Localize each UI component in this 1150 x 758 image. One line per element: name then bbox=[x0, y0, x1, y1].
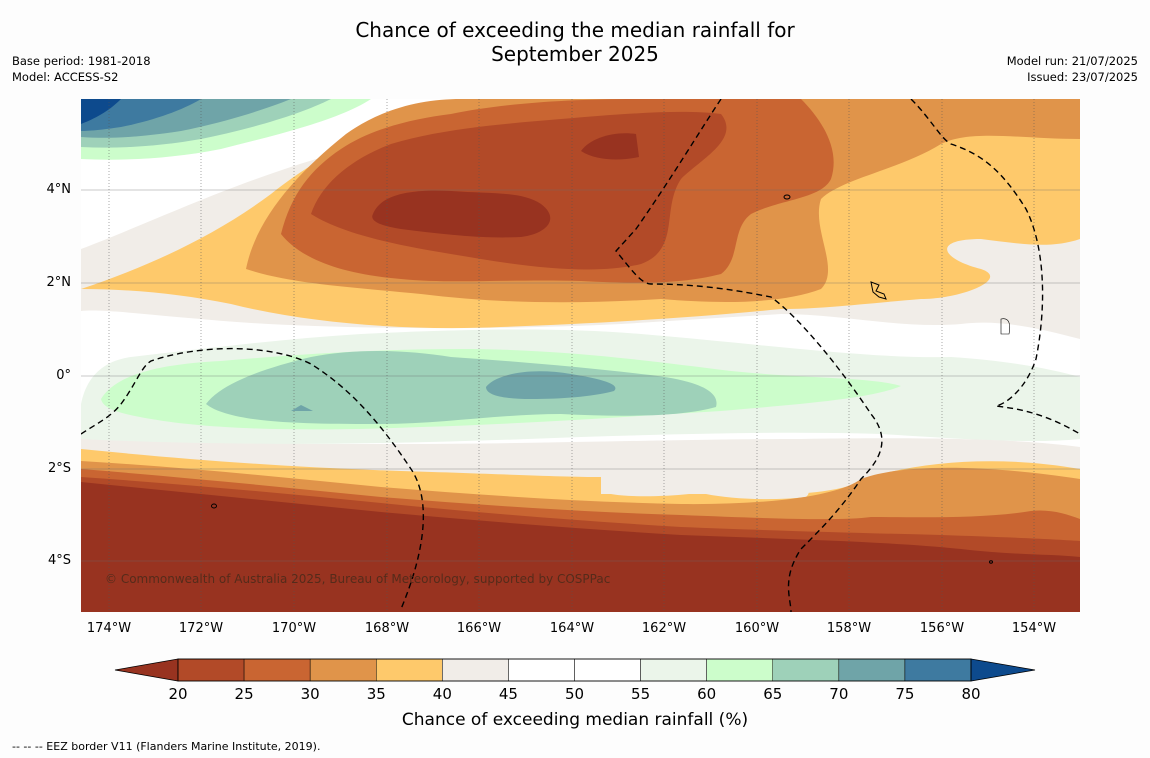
colorbar-tick-label: 20 bbox=[168, 685, 188, 703]
lat-tick-4s: 4°S bbox=[47, 553, 71, 568]
issued-date: Issued: 23/07/2025 bbox=[1027, 70, 1138, 84]
patch-south-light-inner bbox=[611, 470, 690, 497]
lat-tick-2n: 2°N bbox=[46, 275, 72, 290]
colorbar-segment bbox=[904, 658, 972, 682]
colorbar-segment bbox=[772, 658, 840, 682]
colorbar-segment bbox=[442, 658, 509, 682]
lat-gridlines bbox=[81, 189, 1080, 562]
lon-tick-164w: 164°W bbox=[549, 621, 595, 636]
colorbar-tick-label: 40 bbox=[432, 685, 452, 703]
base-period: Base period: 1981-2018 bbox=[12, 54, 151, 68]
eez-footnote: -- -- -- EEZ border V11 (Flanders Marine… bbox=[12, 740, 321, 753]
copyright-notice: © Commonwealth of Australia 2025, Bureau… bbox=[105, 572, 611, 586]
colorbar-segment bbox=[706, 658, 774, 682]
rainfall-map bbox=[81, 99, 1080, 612]
colorbar-extend-high bbox=[970, 658, 1036, 682]
lon-tick-162w: 162°W bbox=[641, 621, 687, 636]
colorbar-tick-label: 70 bbox=[829, 685, 849, 703]
meta-right: Model run: 21/07/2025 Issued: 23/07/2025 bbox=[1007, 53, 1138, 85]
map-panel bbox=[81, 99, 1080, 612]
colorbar-tick-label: 45 bbox=[498, 685, 518, 703]
lon-tick-158w: 158°W bbox=[826, 621, 872, 636]
islands bbox=[211, 194, 1011, 564]
colorbar-segment bbox=[309, 658, 377, 682]
lat-tick-4n: 4°N bbox=[46, 182, 72, 197]
colorbar-tick-label: 30 bbox=[300, 685, 320, 703]
lon-tick-156w: 156°W bbox=[919, 621, 965, 636]
colorbar-segment bbox=[640, 658, 707, 682]
colorbar-extend-low bbox=[114, 658, 179, 682]
colorbar-tick-label: 65 bbox=[763, 685, 783, 703]
title-line-2: September 2025 bbox=[491, 42, 659, 66]
band-north-core bbox=[372, 190, 551, 238]
title-line-1: Chance of exceeding the median rainfall … bbox=[355, 18, 795, 42]
lon-tick-170w: 170°W bbox=[271, 621, 317, 636]
lat-tick-0: 0° bbox=[56, 368, 71, 383]
colorbar-tick-label: 60 bbox=[697, 685, 717, 703]
band-north-core-2 bbox=[581, 133, 639, 160]
colorbar-label: Chance of exceeding median rainfall (%) bbox=[401, 710, 749, 730]
meta-left: Base period: 1981-2018 Model: ACCESS-S2 bbox=[12, 53, 151, 85]
eez-borders bbox=[81, 99, 1080, 612]
lon-tick-174w: 174°W bbox=[86, 621, 132, 636]
colorbar-segment bbox=[838, 658, 906, 682]
lon-tick-154w: 154°W bbox=[1011, 621, 1057, 636]
model-name: Model: ACCESS-S2 bbox=[12, 70, 119, 84]
colorbar-tick-label: 80 bbox=[961, 685, 981, 703]
colorbar-segment bbox=[243, 658, 311, 682]
band-equator-70 bbox=[486, 371, 616, 399]
model-run: Model run: 21/07/2025 bbox=[1006, 54, 1138, 68]
lon-tick-168w: 168°W bbox=[364, 621, 410, 636]
band-equator-65 bbox=[206, 351, 717, 424]
chart-title: Chance of exceeding the median rainfall … bbox=[0, 18, 1150, 66]
lon-tick-166w: 166°W bbox=[456, 621, 502, 636]
colorbar-tick-label: 35 bbox=[366, 685, 386, 703]
colorbar-segments bbox=[114, 658, 1036, 682]
lon-tick-172w: 172°W bbox=[178, 621, 224, 636]
colorbar-segment bbox=[177, 658, 245, 682]
colorbar-tick-label: 50 bbox=[564, 685, 585, 703]
colorbar-segment bbox=[508, 658, 575, 682]
patch-nw-80 bbox=[81, 99, 121, 124]
lon-tick-160w: 160°W bbox=[734, 621, 780, 636]
band-equator-70b bbox=[291, 405, 313, 411]
lat-tick-2s: 2°S bbox=[47, 461, 71, 476]
colorbar-tick-label: 55 bbox=[631, 685, 651, 703]
colorbar-segment bbox=[376, 658, 443, 682]
colorbar-segment bbox=[574, 658, 641, 682]
colorbar-tick-label: 75 bbox=[895, 685, 915, 703]
colorbar bbox=[114, 658, 1036, 682]
band-south-core bbox=[81, 482, 1080, 612]
colorbar-tick-label: 25 bbox=[234, 685, 254, 703]
